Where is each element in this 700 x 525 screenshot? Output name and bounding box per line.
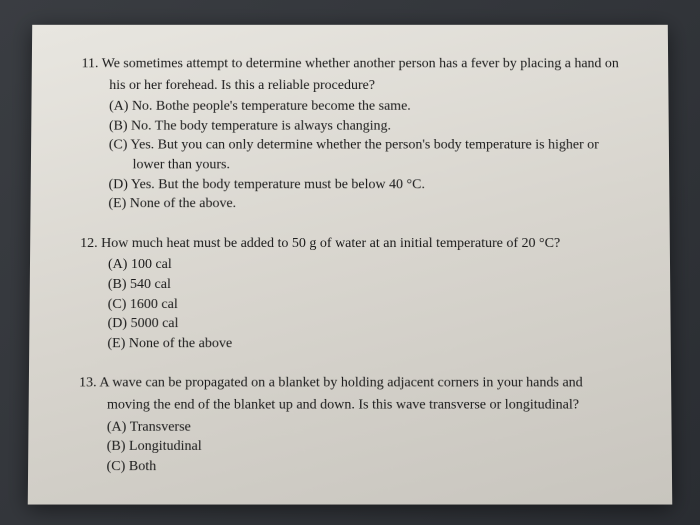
option-text: Longitudinal: [129, 438, 202, 453]
question-stem: 13. A wave can be propagated on a blanke…: [79, 373, 631, 393]
option-d: (D) 5000 cal: [79, 314, 630, 334]
option-b: (B) 540 cal: [80, 274, 631, 294]
question-stem: 12. How much heat must be added to 50 g …: [80, 233, 630, 253]
question-13: 13. A wave can be propagated on a blanke…: [78, 373, 631, 476]
question-stem-line1: A wave can be propagated on a blanket by…: [99, 375, 582, 390]
option-label: (B): [109, 118, 128, 133]
option-a: (A) 100 cal: [80, 255, 630, 275]
option-label: (B): [107, 438, 126, 453]
option-text: 1600 cal: [130, 296, 178, 311]
option-label: (D): [108, 316, 128, 331]
option-text: Transverse: [130, 419, 191, 434]
question-stem-line2: his or her forehead. Is this a reliable …: [81, 75, 628, 94]
paper-page: 11. We sometimes attempt to determine wh…: [28, 24, 672, 504]
option-text: None of the above.: [130, 196, 236, 211]
question-stem: 11. We sometimes attempt to determine wh…: [81, 54, 628, 73]
option-label: (A): [108, 257, 128, 272]
option-label: (C): [108, 296, 127, 311]
option-label: (A): [107, 419, 127, 434]
option-text: No. Bothe people's temperature become th…: [132, 99, 411, 114]
question-stem-line2: moving the end of the blanket up and dow…: [79, 395, 631, 415]
option-text: 540 cal: [130, 276, 171, 291]
option-text: Yes. But the body temperature must be be…: [131, 176, 425, 191]
option-d: (D) Yes. But the body temperature must b…: [81, 174, 630, 193]
option-label: (E): [108, 196, 126, 211]
option-text: 100 cal: [131, 257, 172, 272]
option-text: 5000 cal: [131, 316, 179, 331]
option-c: (C) 1600 cal: [80, 294, 631, 314]
option-e: (E) None of the above: [79, 333, 630, 353]
option-label: (A): [109, 99, 128, 114]
option-a: (A) No. Bothe people's temperature becom…: [81, 97, 629, 116]
question-12: 12. How much heat must be added to 50 g …: [79, 233, 630, 353]
option-text: Both: [129, 458, 156, 473]
option-b: (B) No. The body temperature is always c…: [81, 116, 629, 135]
option-label: (B): [108, 276, 127, 291]
option-label: (C): [109, 137, 128, 152]
option-c: (C) Yes. But you can only determine whet…: [81, 135, 629, 154]
question-11: 11. We sometimes attempt to determine wh…: [80, 54, 629, 213]
question-number: 12.: [80, 235, 98, 250]
option-e: (E) None of the above.: [80, 194, 629, 214]
question-stem-line1: We sometimes attempt to determine whethe…: [102, 56, 619, 71]
option-b: (B) Longitudinal: [78, 436, 631, 456]
option-label: (D): [109, 176, 128, 191]
option-c-cont: lower than yours.: [81, 155, 630, 174]
option-text: None of the above: [129, 335, 232, 350]
option-text: Yes. But you can only determine whether …: [130, 137, 598, 152]
option-a: (A) Transverse: [79, 417, 632, 437]
option-text: No. The body temperature is always chang…: [131, 118, 391, 133]
option-c: (C) Both: [78, 456, 631, 476]
question-stem-line1: How much heat must be added to 50 g of w…: [101, 235, 560, 250]
question-number: 11.: [82, 56, 99, 71]
option-label: (E): [107, 335, 125, 350]
question-number: 13.: [79, 375, 97, 390]
option-label: (C): [107, 458, 126, 473]
